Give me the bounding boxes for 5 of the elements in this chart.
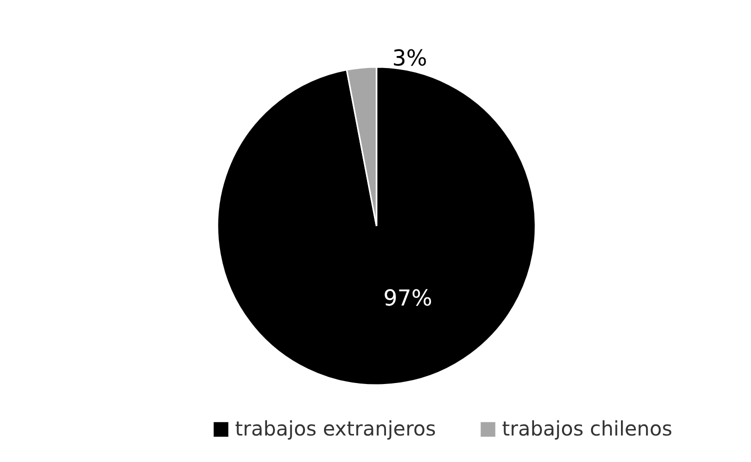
legend-label: trabajos chilenos [502, 416, 672, 440]
pie-slice [216, 66, 536, 386]
legend-label: trabajos extranjeros [235, 416, 436, 440]
data-label: 97% [383, 286, 432, 312]
data-label: 3% [392, 46, 428, 72]
